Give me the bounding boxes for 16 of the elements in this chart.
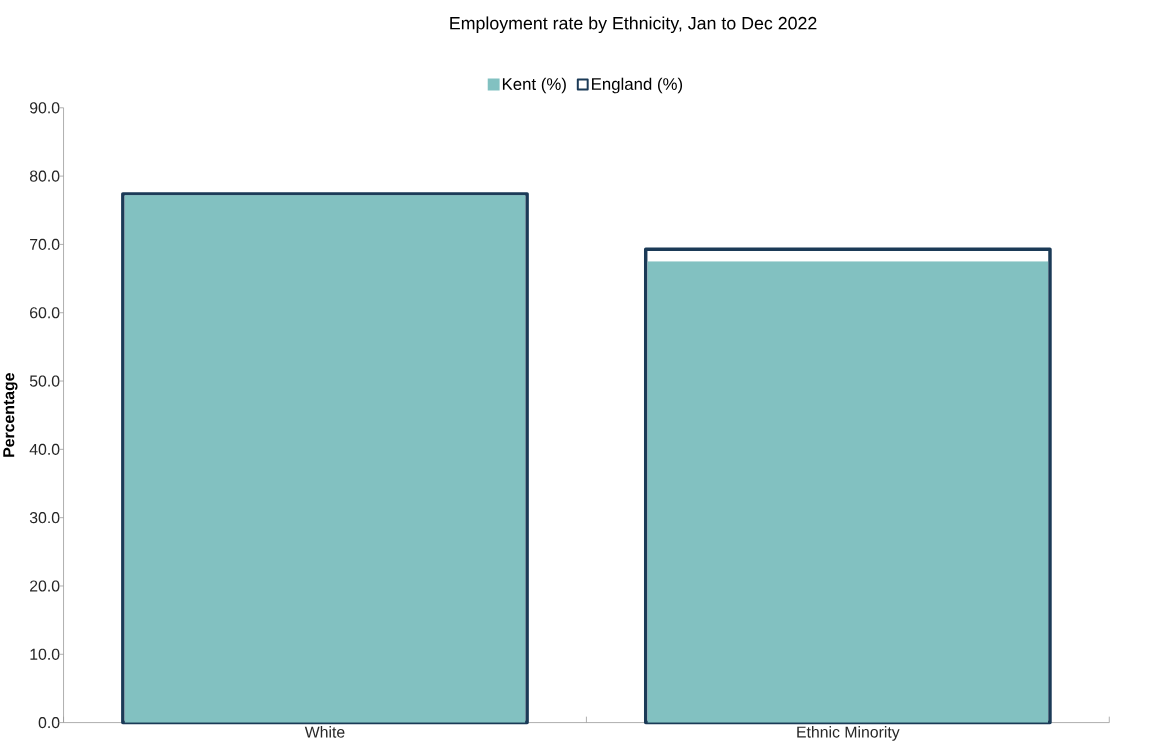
y-tick-label: 40.0 bbox=[29, 443, 60, 455]
y-tick-label: 20.0 bbox=[30, 580, 60, 592]
x-tick-label: White bbox=[304, 725, 345, 738]
y-tick-label: 30.0 bbox=[29, 511, 60, 524]
y-tick-label: 70.0 bbox=[30, 238, 60, 250]
legend-label: England (%) bbox=[592, 77, 683, 94]
x-tick-label: Ethnic Minority bbox=[797, 725, 900, 741]
legend-label: Kent (%) bbox=[502, 77, 566, 94]
y-tick-label: 10.0 bbox=[30, 648, 60, 660]
y-tick-label: 50.0 bbox=[29, 375, 60, 387]
y-axis-title: Percentage bbox=[3, 373, 18, 457]
y-tick-label: 80.0 bbox=[29, 170, 60, 182]
y-tick-label: 0.0 bbox=[38, 716, 60, 729]
chart-title: Employment rate by Ethnicity, Jan to Dec 2022 bbox=[450, 16, 817, 33]
y-tick-label: 90.0 bbox=[30, 102, 60, 114]
y-tick-label: 60.0 bbox=[30, 307, 60, 319]
